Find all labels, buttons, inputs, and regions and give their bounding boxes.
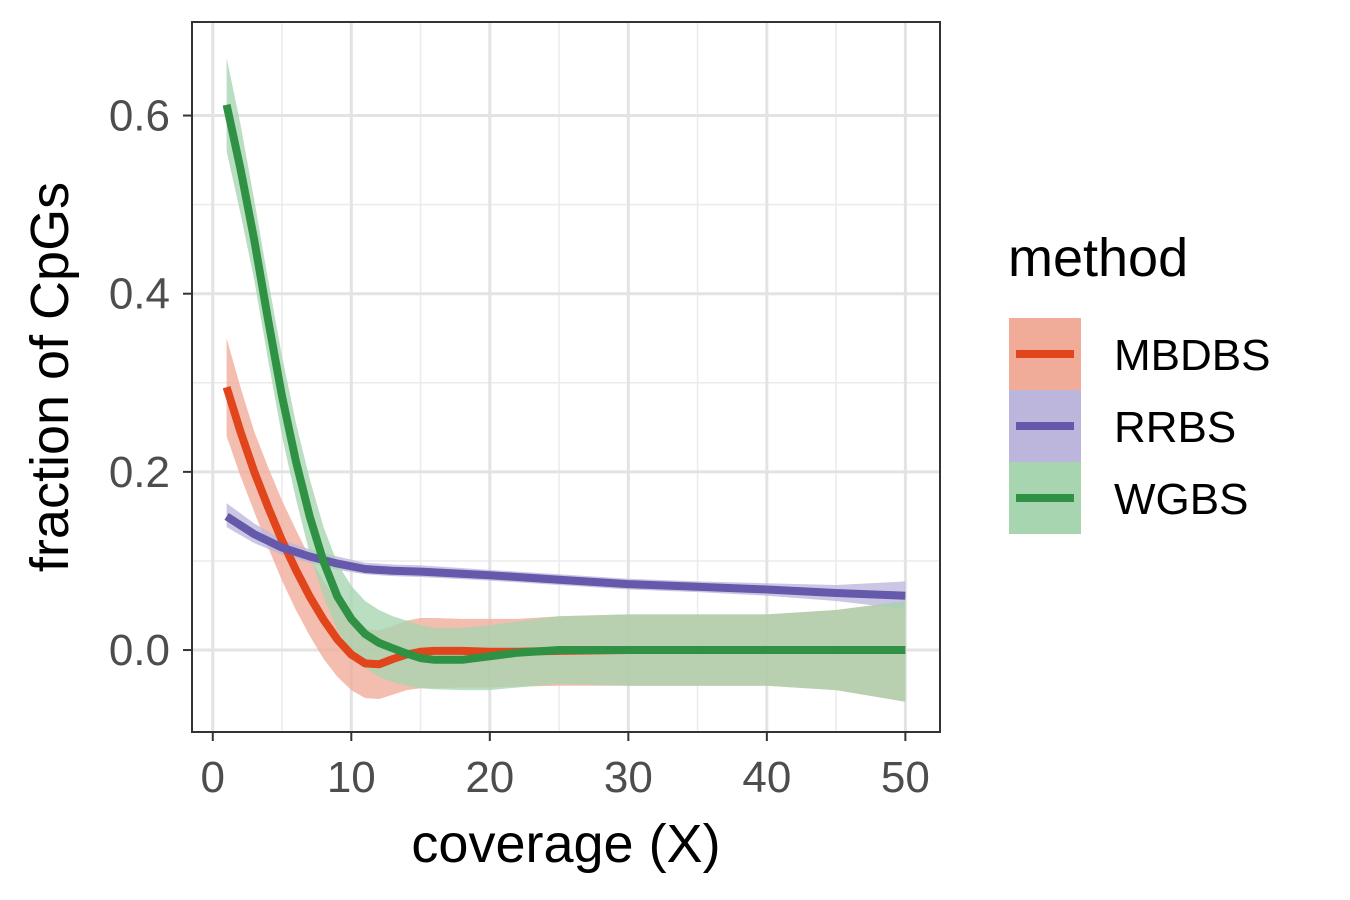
band-wgbs (226, 57, 906, 702)
x-tick-label: 20 (465, 753, 514, 802)
y-tick-label: 0.6 (109, 92, 170, 141)
legend-items: MBDBS RRBS WGBS (1009, 318, 1270, 534)
confidence-bands (226, 57, 906, 702)
y-tick-labels: 0.0 0.2 0.4 0.6 (109, 92, 170, 676)
y-tick-label: 0.4 (109, 270, 170, 319)
legend-label: WGBS (1114, 475, 1248, 524)
legend-item-rrbs: RRBS (1009, 390, 1236, 462)
x-tick-label: 30 (604, 753, 653, 802)
x-tick-label: 10 (327, 753, 376, 802)
legend-label: RRBS (1114, 403, 1236, 452)
panel-border (191, 21, 941, 733)
axis-ticks (183, 114, 907, 741)
x-tick-label: 0 (201, 753, 225, 802)
legend-item-mbdbs: MBDBS (1009, 318, 1270, 390)
legend: method MBDBS RRBS WGBS (1008, 228, 1270, 534)
series-lines (222, 103, 906, 669)
legend-title: method (1008, 228, 1188, 288)
legend-label: MBDBS (1114, 331, 1270, 380)
y-tick-label: 0.2 (109, 448, 170, 497)
line-rrbs (224, 513, 906, 600)
band-rrbs (226, 503, 906, 610)
x-tick-labels: 0 10 20 30 40 50 (201, 753, 930, 802)
x-tick-label: 50 (881, 753, 930, 802)
line-wgbs (222, 103, 906, 664)
legend-item-wgbs: WGBS (1009, 462, 1248, 534)
x-axis-title: coverage (X) (411, 814, 720, 874)
x-tick-label: 40 (742, 753, 791, 802)
y-tick-label: 0.0 (109, 626, 170, 675)
y-axis-title: fraction of CpGs (20, 182, 80, 572)
